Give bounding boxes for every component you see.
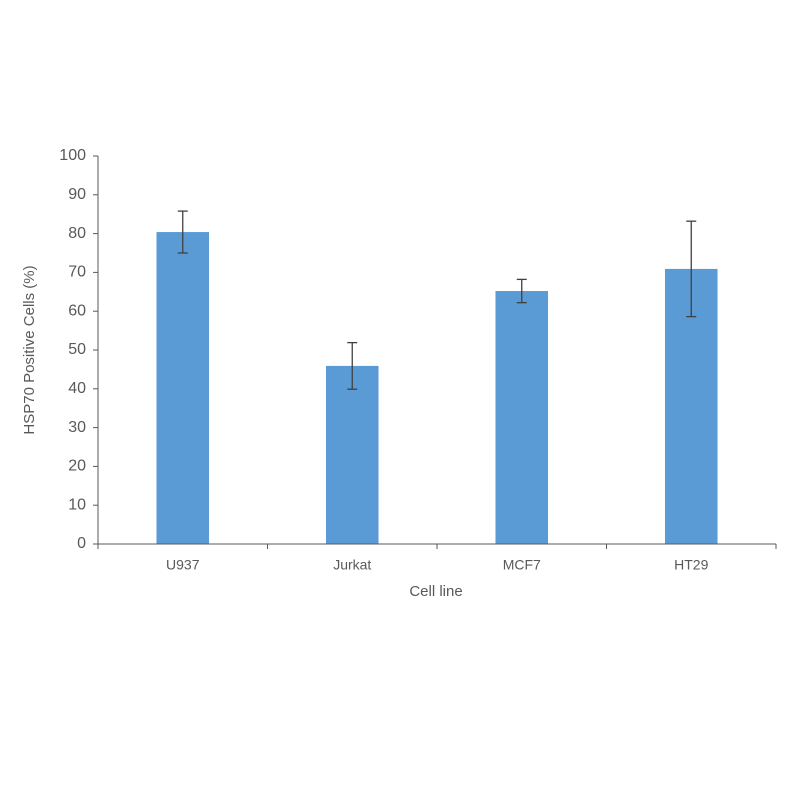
error-bar (177, 210, 188, 254)
y-tick-label: 40 (68, 380, 86, 397)
error-bar (516, 278, 527, 304)
y-tick-label: 100 (59, 147, 86, 164)
y-tick-label: 50 (68, 341, 86, 358)
y-tick-label: 10 (68, 496, 86, 513)
x-tick-label: HT29 (674, 557, 708, 573)
y-tick-label: 90 (68, 186, 86, 203)
y-tick-label: 80 (68, 225, 86, 242)
bar (495, 291, 549, 544)
bar (325, 365, 379, 544)
y-tick-label: 60 (68, 302, 86, 319)
bar (156, 232, 210, 544)
x-tick-label: Jurkat (333, 557, 371, 573)
x-tick-label: U937 (166, 557, 200, 573)
y-tick-label: 0 (77, 535, 86, 552)
x-axis-title: Cell line (409, 583, 462, 600)
y-tick-label: 70 (68, 264, 86, 281)
y-tick-label: 30 (68, 419, 86, 436)
y-axis-title: HSP70 Positive Cells (%) (21, 265, 38, 434)
y-tick-label: 20 (68, 458, 86, 475)
error-bar (686, 220, 697, 318)
error-bar (347, 341, 358, 390)
x-tick-label: MCF7 (503, 557, 541, 573)
